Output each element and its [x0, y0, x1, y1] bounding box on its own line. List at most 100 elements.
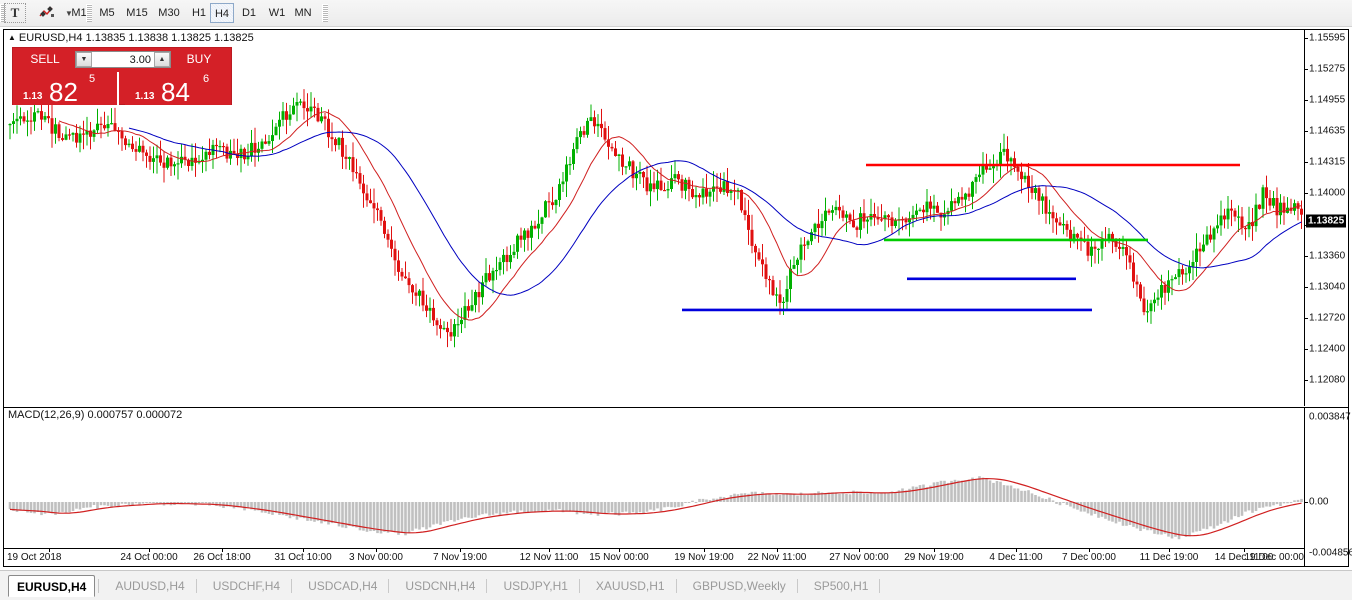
toolbar-grip-2[interactable]	[86, 4, 92, 22]
tab-separator	[195, 579, 197, 593]
time-tick-label: 19 Oct 2018	[7, 552, 62, 563]
time-tick-label: 15 Nov 00:00	[589, 552, 649, 563]
price-pane[interactable]	[4, 30, 1304, 406]
buy-button[interactable]: BUY	[186, 52, 212, 66]
buy-price-figure: 1.13	[135, 91, 155, 102]
time-tick-label: 7 Nov 19:00	[433, 552, 487, 563]
timeframe-m5[interactable]: M5	[99, 7, 115, 19]
price-tick	[1305, 69, 1308, 71]
time-tick	[1016, 549, 1017, 552]
tab-separator	[98, 579, 100, 593]
chart-window[interactable]: ▲ EURUSD,H4 1.13835 1.13838 1.13825 1.138…	[3, 29, 1352, 567]
tab-separator	[879, 579, 881, 593]
time-tick	[222, 549, 223, 552]
timeframe-m1[interactable]: M1	[71, 7, 87, 19]
macd-scale[interactable]: 0.003847 0.00 -0.004856	[1304, 407, 1352, 566]
price-tick-label: 1.15275	[1309, 63, 1346, 75]
collapse-icon[interactable]: ▲	[8, 33, 16, 42]
chart-tab-usdchf-h4[interactable]: USDCHF,H4	[212, 579, 281, 593]
sell-price-display[interactable]: 1.13 82 5	[13, 72, 119, 105]
sell-price-figure: 1.13	[23, 91, 43, 102]
timeframe-h1[interactable]: H1	[191, 7, 207, 19]
chart-header-ohlc: ▲ EURUSD,H4 1.13835 1.13838 1.13825 1.138…	[8, 32, 254, 44]
price-tick	[1305, 348, 1308, 350]
time-tick-label: 3 Nov 00:00	[349, 552, 403, 563]
time-tick	[619, 549, 620, 552]
chart-tab-usdjpy-h1[interactable]: USDJPY,H1	[503, 579, 568, 593]
volume-increase-icon[interactable]: ▲	[154, 52, 170, 67]
tab-separator	[486, 579, 488, 593]
time-tick	[1169, 549, 1170, 552]
volume-stepper[interactable]: ▼ 3.00 ▲	[75, 51, 171, 68]
time-tick	[376, 549, 377, 552]
one-click-trading-panel[interactable]: SELL ▼ 3.00 ▲ BUY 1.13 82 5 1.13 84 6	[12, 47, 232, 105]
chart-tab-usdcnh-h4[interactable]: USDCNH,H4	[405, 579, 476, 593]
volume-input[interactable]: 3.00	[129, 53, 151, 66]
buy-price-big: 84	[161, 77, 190, 105]
price-tick-label: 1.14315	[1309, 156, 1346, 168]
time-tick	[1244, 549, 1245, 552]
price-scale[interactable]: 1.15595 1.15275 1.14955 1.14635 1.14315 1.140…	[1304, 30, 1348, 406]
tab-separator	[578, 579, 580, 593]
time-tick	[49, 549, 50, 552]
objects-tool-icon[interactable]	[34, 3, 60, 23]
objects-dropdown-arrow-icon[interactable]: ▼	[65, 8, 73, 18]
timeframe-h4[interactable]: H4	[210, 3, 234, 23]
timeframe-m15[interactable]: M15	[126, 7, 148, 19]
sell-price-big: 82	[49, 77, 78, 105]
macd-pane[interactable]	[4, 407, 1304, 566]
time-tick-label: 11 Dec 19:00	[1139, 552, 1199, 563]
price-tick-label: 1.13040	[1309, 281, 1346, 293]
time-tick-label: 7 Dec 00:00	[1062, 552, 1116, 563]
sell-price-fraction: 5	[89, 73, 96, 85]
tab-separator	[796, 579, 798, 593]
timeframe-w1[interactable]: W1	[268, 7, 286, 19]
oct-controls-row: SELL ▼ 3.00 ▲ BUY	[13, 48, 231, 71]
time-tick	[859, 549, 860, 552]
chart-tab-sp500-h1[interactable]: SP500,H1	[813, 579, 869, 593]
toolbar-grip-1[interactable]	[0, 4, 6, 22]
text-tool-icon[interactable]: T	[4, 3, 26, 23]
timeframe-m30[interactable]: M30	[158, 7, 180, 19]
time-tick-label: 26 Oct 18:00	[193, 552, 251, 563]
timeframe-d1[interactable]: D1	[241, 7, 257, 19]
timeframe-mn[interactable]: MN	[294, 7, 312, 19]
chart-tab-xauusd-h1[interactable]: XAUUSD,H1	[595, 579, 665, 593]
price-tick-label: 1.12400	[1309, 343, 1346, 355]
time-tick	[934, 549, 935, 552]
price-tick-label: 1.14635	[1309, 125, 1346, 137]
price-tick	[1305, 162, 1308, 164]
tab-separator	[388, 579, 390, 593]
sell-button[interactable]: SELL	[30, 52, 60, 66]
toolbar-grip-3[interactable]	[322, 4, 328, 22]
chart-tab-usdcad-h4[interactable]: USDCAD,H4	[308, 579, 378, 593]
current-price-label: 1.13825	[1306, 214, 1347, 228]
chart-tab-gbpusd-weekly[interactable]: GBPUSD,Weekly	[692, 579, 786, 593]
buy-price-display[interactable]: 1.13 84 6	[125, 72, 231, 105]
time-tick	[149, 549, 150, 552]
time-tick	[704, 549, 705, 552]
time-tick-label: 14 Dec 11:00	[1214, 552, 1274, 563]
price-tick	[1305, 317, 1308, 319]
price-tick	[1305, 38, 1308, 39]
time-tick-label: 24 Oct 00:00	[120, 552, 178, 563]
time-tick-label: 22 Nov 11:00	[747, 552, 807, 563]
volume-decrease-icon[interactable]: ▼	[76, 52, 92, 67]
tab-separator	[675, 579, 677, 593]
price-plot	[8, 89, 1303, 348]
time-tick-label: 19 Dec 00:00	[1244, 552, 1305, 563]
time-tick	[1304, 549, 1305, 552]
chart-tabs-bar: EURUSD,H4 AUDUSD,H4 USDCHF,H4 USDCAD,H4 USDC…	[0, 570, 1352, 600]
time-tick-label: 27 Nov 00:00	[829, 552, 889, 563]
price-tick-label: 1.12720	[1309, 312, 1346, 324]
price-tick	[1305, 286, 1308, 288]
price-tick	[1305, 131, 1308, 133]
time-tick	[549, 549, 550, 552]
chart-header-text: EURUSD,H4 1.13835 1.13838 1.13825 1.1382…	[18, 32, 254, 44]
macd-plot	[8, 476, 1303, 540]
price-tick	[1305, 193, 1308, 195]
chart-tab-eurusd-h4[interactable]: EURUSD,H4	[8, 575, 96, 597]
time-scale[interactable]: 19 Oct 2018 24 Oct 00:00 26 Oct 18:00 31 Oc…	[4, 548, 1305, 566]
price-tick-label: 1.15595	[1309, 32, 1346, 44]
chart-tab-audusd-h4[interactable]: AUDUSD,H4	[115, 579, 185, 593]
